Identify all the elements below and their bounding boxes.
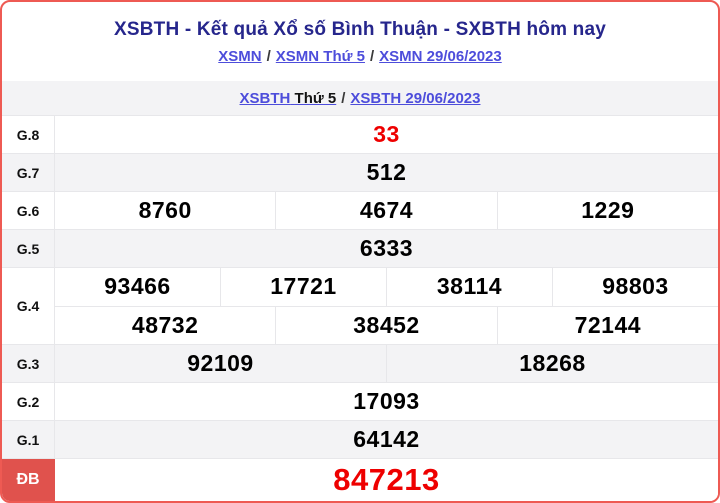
prize-row: G.5 6333 (2, 229, 718, 267)
prize-row: G.1 64142 (2, 420, 718, 458)
prize-value: 98803 (552, 268, 718, 306)
prize-label: G.1 (2, 421, 55, 458)
breadcrumb-xsmn: XSMN / XSMN Thứ 5/XSMN 29/06/2023 (218, 48, 501, 65)
prize-value: 33 (373, 121, 400, 147)
prize-value: 1229 (496, 192, 718, 229)
prize-label: G.2 (2, 383, 55, 420)
breadcrumb-separator: / (341, 89, 346, 107)
page-title: XSBTH - Kết quả Xổ số Bình Thuận - SXBTH… (113, 18, 606, 40)
prize-value: 17721 (220, 268, 386, 306)
prize-label: G.8 (2, 116, 55, 153)
prize-label: G.3 (2, 345, 55, 382)
prize-label: G.7 (2, 154, 55, 191)
results-table: G.8 33 G.7 512 G.6 8760 4674 1229 G.5 6333 G.4 9346… (2, 115, 718, 501)
prize-value: 512 (366, 159, 407, 185)
breadcrumb-separator: / (369, 47, 375, 65)
prize-label: G.4 (2, 268, 55, 344)
prize-value: 93466 (104, 273, 171, 300)
prize-value: 6333 (359, 235, 414, 261)
prize-row: G.6 8760 4674 1229 (2, 191, 718, 229)
prize-value: 8760 (138, 197, 192, 223)
link-xsbth-date[interactable]: XSBTH 29/06/2023 (350, 89, 481, 107)
link-xsbth-day-label: Thứ 5 (294, 89, 337, 107)
breadcrumb-xsbth: XSBTH Thứ 5/XSBTH 29/06/2023 (2, 81, 718, 115)
prize-value: 847213 (333, 462, 440, 497)
prize-label: G.5 (2, 230, 55, 267)
link-xsmn-thu5[interactable]: XSMN Thứ 5 (275, 47, 365, 65)
link-xsmn-date[interactable]: XSMN 29/06/2023 (379, 47, 502, 65)
header: XSBTH - Kết quả Xổ số Bình Thuận - SXBTH… (2, 2, 718, 81)
prize-value: 92109 (187, 350, 254, 376)
prize-row: G.2 17093 (2, 382, 718, 420)
prize-label: ĐB (2, 459, 55, 501)
link-xsbth-region-label: XSBTH (239, 89, 291, 107)
prize-value: 38114 (386, 268, 552, 306)
prize-value: 48732 (131, 311, 199, 338)
prize-value: 72144 (496, 306, 718, 344)
prize-value: 38452 (275, 306, 496, 344)
prize-row: G.8 33 (2, 115, 718, 153)
prize-value: 64142 (353, 426, 420, 452)
breadcrumb-separator: / (266, 47, 271, 65)
prize-row: G.7 512 (2, 153, 718, 191)
link-xsmn[interactable]: XSMN (218, 47, 262, 65)
link-xsbth-thu5[interactable]: XSBTH Thứ 5 (240, 90, 337, 107)
prize-value: 4674 (275, 192, 496, 229)
prize-row-db: ĐB 847213 (2, 458, 718, 501)
prize-row: G.3 92109 18268 (2, 344, 718, 382)
prize-row: G.4 93466 17721 38114 98803 48732 38452 72144 (2, 267, 718, 344)
prize-value: 18268 (386, 345, 718, 382)
prize-label: G.6 (2, 192, 55, 229)
prize-value: 17093 (353, 388, 420, 414)
